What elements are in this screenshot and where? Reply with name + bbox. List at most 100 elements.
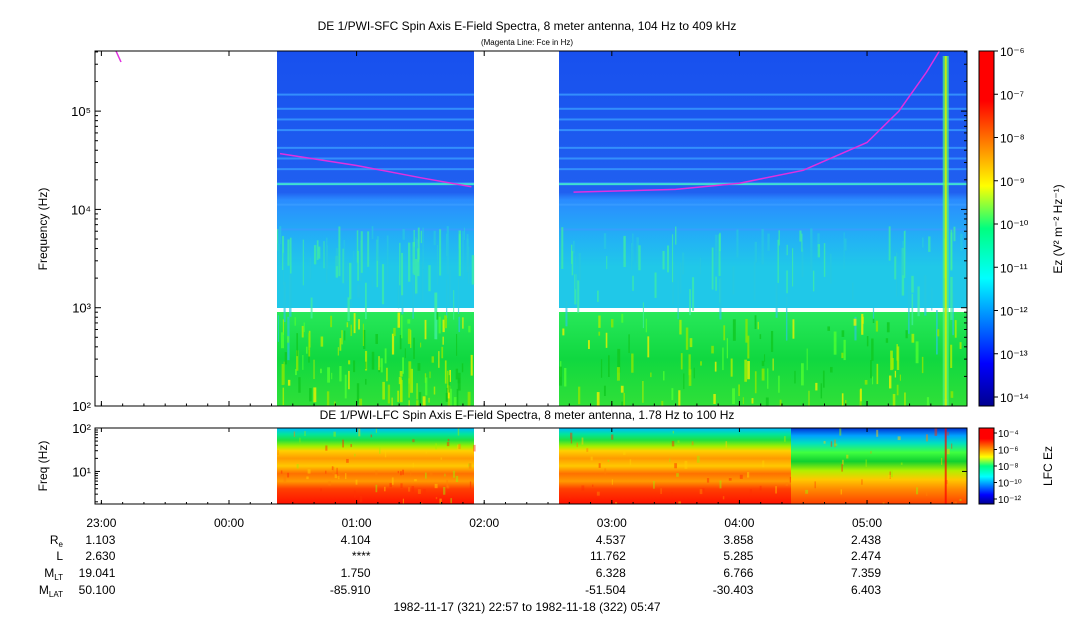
emission-streak [442,336,444,345]
lfc-texture-mark [882,502,885,504]
lfc-texture-mark [338,471,341,479]
sfc-texture [277,56,967,406]
emission-streak [325,237,328,283]
ephemeris-value: 2.474 [851,549,881,563]
emission-streak [841,352,844,359]
lfc-texture-mark [422,489,426,496]
ephemeris-value: 2.630 [85,549,115,563]
lfc-colorbar-ticks: 10⁻¹² 10⁻¹⁰ 10⁻⁸ 10⁻⁶ 10⁻⁴ [994,429,1022,506]
lfc-texture-mark [951,443,953,449]
emission-streak [794,370,796,384]
sfc-x-ticks [100,51,953,406]
lfc-texture-mark [455,475,459,483]
emission-streak [377,256,380,275]
lfc-colorbar-label: LFC Ez [1041,446,1055,486]
ephemeris-value: 4.104 [341,533,371,547]
emission-streak [283,281,286,322]
lfc-texture-mark [435,443,438,450]
ephemeris-value: -30.403 [713,583,754,597]
emission-streak [689,289,691,316]
lfc-texture-mark [830,441,833,447]
time-tick-label: 04:00 [724,516,754,530]
emission-streak [950,391,954,398]
lfc-texture-mark [719,480,722,489]
emission-streak [425,377,428,396]
emission-streak [779,399,782,406]
emission-streak [621,401,623,406]
emission-streak [561,227,564,269]
emission-streak [718,234,721,277]
emission-streak [462,231,464,280]
emission-streak [420,342,422,348]
emission-streak [801,233,803,252]
emission-streak [827,326,831,331]
emission-streak [678,390,681,406]
lfc-texture-mark [671,440,675,447]
emission-streak [471,255,475,285]
emission-streak [950,344,953,368]
emission-streak [792,248,794,287]
emission-streak [786,244,788,256]
emission-streak [872,318,875,324]
lfc-texture-mark [384,486,386,492]
emission-streak [777,239,779,283]
emission-streak [339,338,342,351]
lfc-texture-mark [925,491,928,496]
y-tick-label: 10¹ [72,464,91,479]
lfc-texture-mark [776,492,778,496]
lfc-texture-mark [861,479,863,485]
emission-streak [277,228,279,251]
lfc-texture-mark [759,485,762,491]
time-tick-label: 23:00 [86,516,116,530]
lfc-block-1 [277,428,474,504]
emission-streak [408,378,411,398]
lfc-texture-mark [379,447,381,454]
emission-streak [411,242,414,286]
emission-streak [309,388,312,402]
lfc-texture-mark [370,434,373,438]
emission-streak [817,244,821,258]
emission-streak [611,319,614,328]
emission-streak [764,354,766,362]
ephemeris-value: 7.359 [851,566,881,580]
emission-streak [435,292,438,340]
lfc-texture-mark [342,439,344,448]
lfc-texture-mark [287,472,290,478]
lfc-texture-mark [420,502,423,504]
emission-streak [362,323,364,346]
emission-streak [287,239,290,266]
colorbar-tick-label: 10⁻⁸ [998,462,1019,473]
emission-streak [278,244,281,293]
sfc-spectrogram: 10² 10³ 10⁴ 10⁵ [71,50,968,414]
ephemeris-label: MLT [44,566,63,582]
lfc-texture-mark [840,489,842,495]
lfc-texture-mark [954,501,957,504]
emission-streak [761,228,764,265]
emission-streak [281,363,284,386]
lfc-frame [94,427,968,505]
lfc-y-ticks: 10¹ 10² [72,421,967,503]
emission-streak [397,275,400,309]
emission-streak [679,262,682,294]
emission-streak [309,257,312,279]
lfc-texture-mark [452,470,456,478]
emission-streak [310,297,313,319]
lfc-texture-mark [334,474,338,479]
emission-streak [754,371,757,394]
emission-streak [822,370,825,388]
emission-streak [806,348,808,371]
emission-streak [931,287,933,311]
emission-streak [623,235,626,268]
emission-streak [715,276,717,291]
emission-streak [871,338,874,361]
emission-streak [277,243,280,263]
lfc-texture-mark [900,462,903,465]
emission-streak [753,262,756,301]
lfc-texture-mark [408,487,411,492]
ephemeris-value: 50.100 [79,583,116,597]
emission-streak [747,361,750,380]
emission-streak [436,312,439,320]
lfc-texture-mark [842,459,844,465]
emission-streak [402,228,405,240]
emission-streak [808,390,810,406]
